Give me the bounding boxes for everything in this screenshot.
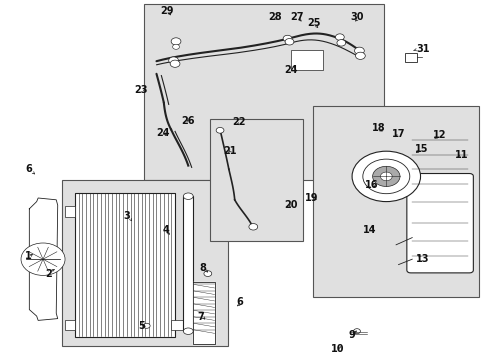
- Text: 16: 16: [364, 180, 378, 190]
- Circle shape: [172, 44, 179, 49]
- Text: 19: 19: [304, 193, 318, 203]
- Text: 25: 25: [306, 18, 320, 28]
- Text: 31: 31: [415, 44, 429, 54]
- Text: 15: 15: [414, 144, 427, 154]
- Circle shape: [335, 34, 344, 40]
- Text: 4: 4: [163, 225, 169, 235]
- Circle shape: [216, 127, 224, 133]
- Circle shape: [362, 159, 409, 194]
- Text: 24: 24: [284, 65, 297, 75]
- Circle shape: [168, 57, 178, 64]
- Text: 21: 21: [223, 146, 236, 156]
- Ellipse shape: [183, 328, 193, 334]
- Polygon shape: [193, 282, 215, 344]
- Text: 6: 6: [236, 297, 243, 307]
- Text: 9: 9: [348, 330, 355, 340]
- FancyBboxPatch shape: [171, 320, 183, 330]
- Circle shape: [283, 35, 291, 42]
- Text: 10: 10: [330, 344, 344, 354]
- Polygon shape: [29, 198, 58, 320]
- Text: 28: 28: [268, 12, 282, 22]
- Bar: [312, 106, 478, 297]
- Circle shape: [336, 40, 345, 46]
- Circle shape: [143, 323, 150, 328]
- Bar: [210, 119, 303, 241]
- Text: 1: 1: [25, 251, 32, 261]
- Circle shape: [21, 243, 65, 275]
- Bar: [75, 193, 175, 337]
- Ellipse shape: [183, 193, 193, 199]
- Circle shape: [380, 172, 391, 181]
- Text: 23: 23: [134, 85, 148, 95]
- Circle shape: [351, 151, 420, 202]
- FancyBboxPatch shape: [406, 174, 472, 273]
- Text: 26: 26: [181, 116, 195, 126]
- Circle shape: [353, 329, 360, 334]
- Circle shape: [203, 271, 211, 276]
- Text: 20: 20: [284, 200, 297, 210]
- Text: 3: 3: [123, 211, 130, 221]
- Text: 11: 11: [454, 150, 468, 160]
- Text: 8: 8: [199, 263, 206, 273]
- Text: 22: 22: [231, 117, 245, 127]
- Text: 17: 17: [391, 129, 405, 139]
- Text: 24: 24: [156, 128, 169, 138]
- Text: 12: 12: [432, 130, 446, 140]
- Circle shape: [354, 47, 364, 54]
- Circle shape: [355, 52, 365, 59]
- Text: 18: 18: [371, 123, 385, 133]
- Text: 2: 2: [45, 269, 52, 279]
- Circle shape: [285, 39, 293, 45]
- Bar: [144, 4, 383, 180]
- Text: 14: 14: [362, 225, 375, 235]
- Text: 29: 29: [160, 6, 174, 16]
- FancyBboxPatch shape: [405, 53, 416, 62]
- Circle shape: [170, 60, 180, 67]
- Text: 6: 6: [25, 164, 32, 174]
- Bar: [62, 180, 228, 346]
- Circle shape: [248, 224, 257, 230]
- FancyBboxPatch shape: [65, 206, 75, 217]
- Text: 7: 7: [197, 312, 203, 322]
- Bar: [183, 196, 193, 331]
- Text: 27: 27: [290, 12, 304, 22]
- Text: 13: 13: [415, 254, 429, 264]
- Circle shape: [171, 38, 181, 45]
- Text: 30: 30: [350, 12, 364, 22]
- FancyBboxPatch shape: [65, 320, 75, 330]
- Bar: [290, 50, 322, 70]
- Text: 5: 5: [138, 321, 145, 331]
- Circle shape: [372, 166, 399, 186]
